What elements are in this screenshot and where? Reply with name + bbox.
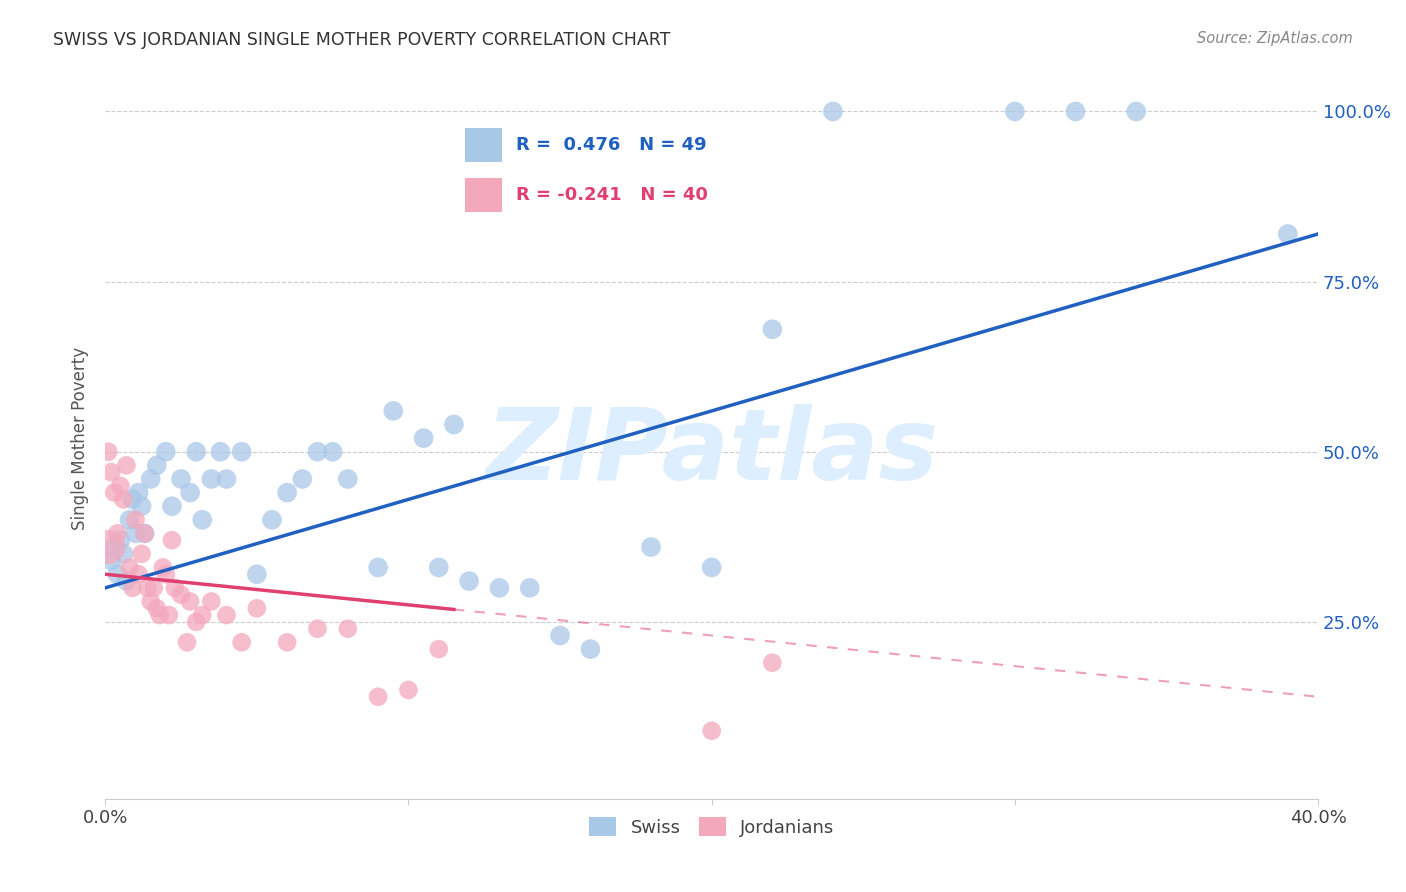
Point xyxy=(128,567,150,582)
Point xyxy=(200,472,222,486)
Point xyxy=(246,567,269,582)
Point xyxy=(276,635,298,649)
Point xyxy=(121,581,143,595)
Point xyxy=(200,594,222,608)
Point xyxy=(179,594,201,608)
Point xyxy=(427,560,450,574)
Point xyxy=(105,526,128,541)
Point xyxy=(488,581,510,595)
Point xyxy=(458,574,481,588)
Point xyxy=(1004,104,1026,119)
Y-axis label: Single Mother Poverty: Single Mother Poverty xyxy=(72,347,89,530)
Point xyxy=(186,444,208,458)
Point xyxy=(209,444,232,458)
Point xyxy=(163,581,186,595)
Point xyxy=(215,608,238,623)
Point xyxy=(821,104,844,119)
Point xyxy=(246,601,269,615)
Point xyxy=(134,526,156,541)
Point xyxy=(367,690,389,704)
Point xyxy=(115,458,138,473)
Point xyxy=(105,567,128,582)
Point xyxy=(307,622,329,636)
Point xyxy=(118,513,141,527)
Point xyxy=(155,444,177,458)
Point xyxy=(160,499,183,513)
Point xyxy=(97,540,120,554)
Point xyxy=(115,574,138,588)
Point xyxy=(110,479,132,493)
Point xyxy=(231,635,253,649)
Point xyxy=(186,615,208,629)
Point xyxy=(412,431,434,445)
Point xyxy=(118,560,141,574)
Point xyxy=(336,622,359,636)
Point xyxy=(276,485,298,500)
Point xyxy=(176,635,198,649)
Point xyxy=(1125,104,1147,119)
Point xyxy=(322,444,344,458)
Point xyxy=(136,581,159,595)
Text: Source: ZipAtlas.com: Source: ZipAtlas.com xyxy=(1197,31,1353,46)
Point xyxy=(640,540,662,554)
Point xyxy=(139,594,162,608)
Point xyxy=(110,533,132,548)
Point xyxy=(100,465,122,479)
Point xyxy=(145,601,167,615)
Point xyxy=(761,656,783,670)
Point xyxy=(112,492,135,507)
Point xyxy=(260,513,283,527)
Point xyxy=(548,628,571,642)
Point xyxy=(149,608,172,623)
Text: SWISS VS JORDANIAN SINGLE MOTHER POVERTY CORRELATION CHART: SWISS VS JORDANIAN SINGLE MOTHER POVERTY… xyxy=(53,31,671,49)
Point xyxy=(1277,227,1299,241)
Point xyxy=(160,533,183,548)
Point xyxy=(700,560,723,574)
Legend: Swiss, Jordanians: Swiss, Jordanians xyxy=(582,810,842,844)
Point xyxy=(179,485,201,500)
Point xyxy=(97,444,120,458)
Point xyxy=(124,513,146,527)
Point xyxy=(382,404,405,418)
Point xyxy=(579,642,602,657)
Point xyxy=(191,608,214,623)
Point xyxy=(112,547,135,561)
Text: ZIPatlas: ZIPatlas xyxy=(485,404,938,501)
Point xyxy=(121,492,143,507)
Point xyxy=(231,444,253,458)
Point xyxy=(1064,104,1087,119)
Point xyxy=(131,499,153,513)
Point xyxy=(761,322,783,336)
Point xyxy=(291,472,314,486)
Point xyxy=(139,472,162,486)
Point xyxy=(103,540,125,554)
Point xyxy=(134,526,156,541)
Point xyxy=(170,588,193,602)
Point xyxy=(398,682,420,697)
Point xyxy=(700,723,723,738)
Point xyxy=(443,417,465,432)
Point xyxy=(367,560,389,574)
Point xyxy=(152,560,174,574)
Point xyxy=(215,472,238,486)
Point xyxy=(307,444,329,458)
Point xyxy=(124,526,146,541)
Point xyxy=(519,581,541,595)
Point xyxy=(145,458,167,473)
Point xyxy=(142,581,165,595)
Point xyxy=(155,567,177,582)
Point xyxy=(427,642,450,657)
Point xyxy=(191,513,214,527)
Point xyxy=(103,485,125,500)
Point xyxy=(128,485,150,500)
Point xyxy=(170,472,193,486)
Point xyxy=(157,608,180,623)
Point xyxy=(131,547,153,561)
Point xyxy=(336,472,359,486)
Point xyxy=(100,554,122,568)
